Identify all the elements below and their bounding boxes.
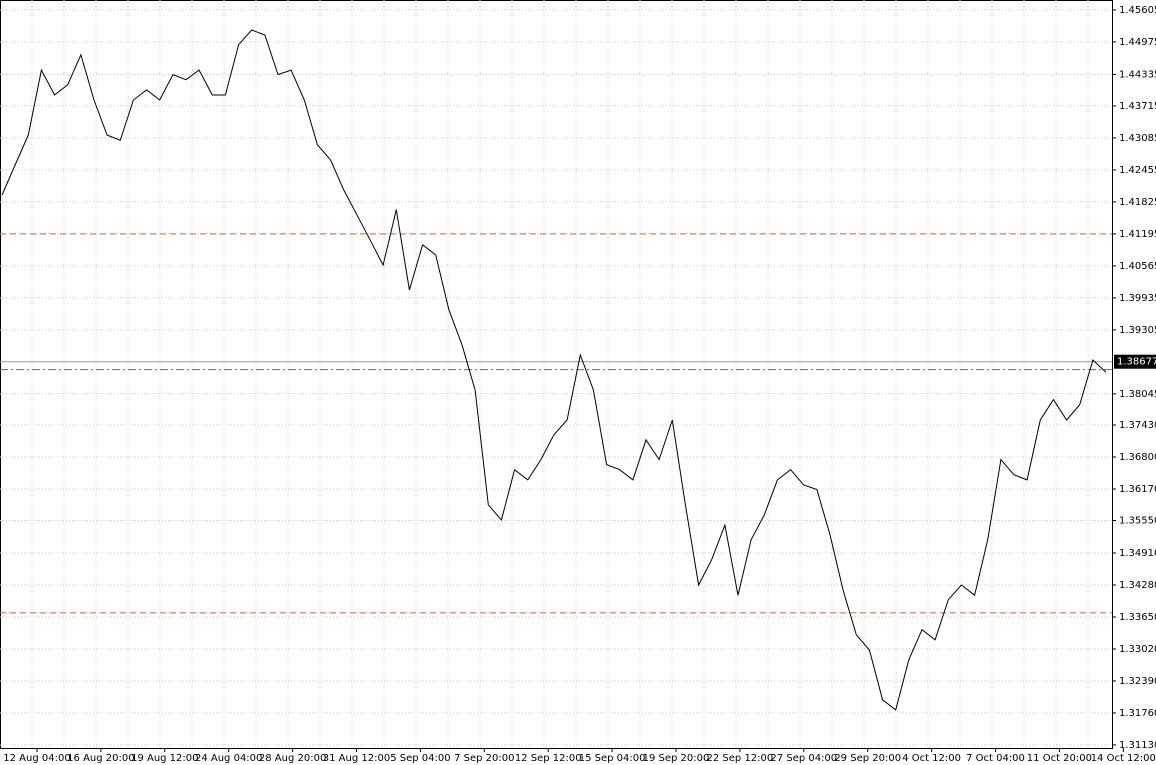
y-tick-label: 1.40565 — [1119, 261, 1156, 272]
x-tick-label: 29 Sep 20:00 — [834, 753, 901, 764]
y-tick-label: 1.44975 — [1119, 37, 1156, 48]
y-tick-label: 1.34280 — [1119, 580, 1156, 591]
x-tick-label: 7 Sep 20:00 — [454, 753, 514, 764]
y-tick-label: 1.33650 — [1119, 612, 1156, 623]
x-tick-label: 12 Aug 04:00 — [3, 753, 70, 764]
price-line — [1, 29, 1107, 711]
x-tick-label: 16 Aug 20:00 — [67, 753, 134, 764]
y-tick-label: 1.31760 — [1119, 708, 1156, 719]
y-tick-label: 1.43715 — [1119, 101, 1156, 112]
y-tick-label: 1.43085 — [1119, 133, 1156, 144]
y-tick-label: 1.39305 — [1119, 325, 1156, 336]
x-tick-label: 27 Sep 04:00 — [770, 753, 837, 764]
y-tick-label: 1.31130 — [1119, 740, 1156, 751]
y-tick-label: 1.42455 — [1119, 165, 1156, 176]
x-tick-label: 31 Aug 12:00 — [323, 753, 390, 764]
y-tick-label: 1.36170 — [1119, 484, 1156, 495]
x-tick-label: 15 Sep 04:00 — [579, 753, 646, 764]
x-tick-label: 28 Aug 20:00 — [259, 753, 326, 764]
y-tick-label: 1.36800 — [1119, 452, 1156, 463]
x-tick-label: 14 Oct 12:00 — [1091, 753, 1156, 764]
y-tick-label: 1.38045 — [1119, 389, 1156, 400]
y-tick-label: 1.39935 — [1119, 293, 1156, 304]
x-tick-label: 22 Sep 12:00 — [707, 753, 774, 764]
last-price-label: 1.38677 — [1117, 357, 1156, 368]
y-tick-label: 1.41195 — [1119, 229, 1156, 240]
last-price-box — [1114, 354, 1156, 369]
y-tick-label: 1.45605 — [1119, 5, 1156, 16]
x-tick-label: 19 Aug 12:00 — [131, 753, 198, 764]
y-tick-label: 1.33020 — [1119, 644, 1156, 655]
plot-area — [0, 0, 1113, 749]
y-tick-label: 1.35550 — [1119, 516, 1156, 527]
y-tick-label: 1.37430 — [1119, 420, 1156, 431]
y-tick-label: 1.44335 — [1119, 69, 1156, 80]
x-tick-label: 4 Oct 12:00 — [902, 753, 961, 764]
x-tick-label: 5 Sep 04:00 — [390, 753, 450, 764]
y-tick-label: 1.34910 — [1119, 548, 1156, 559]
x-tick-label: 24 Aug 04:00 — [195, 753, 262, 764]
x-tick-label: 12 Sep 12:00 — [515, 753, 582, 764]
x-tick-label: 7 Oct 04:00 — [966, 753, 1025, 764]
x-tick-label: 11 Oct 20:00 — [1027, 753, 1092, 764]
y-tick-label: 1.41825 — [1119, 197, 1156, 208]
y-tick-label: 1.32390 — [1119, 676, 1156, 687]
x-tick-label: 19 Sep 20:00 — [643, 753, 710, 764]
